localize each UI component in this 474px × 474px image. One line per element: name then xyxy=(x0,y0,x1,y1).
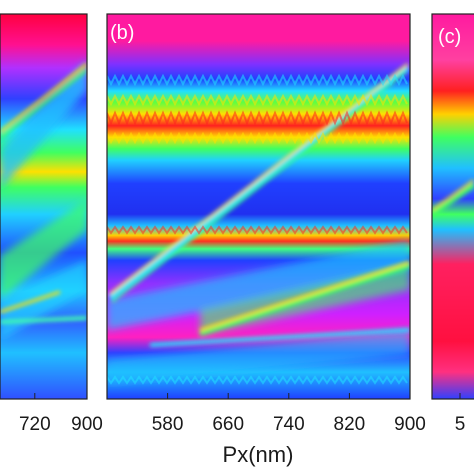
x-axis-title: Px(nm) xyxy=(223,442,294,467)
ripple-band xyxy=(107,225,408,235)
panel-c-label: (c) xyxy=(438,26,461,48)
ripple-band xyxy=(107,110,408,126)
x-tick-label: 660 xyxy=(212,414,244,435)
x-tick-label: 740 xyxy=(273,414,305,435)
panel-c-heatmap xyxy=(432,14,474,399)
panel-c: (c) 5 xyxy=(431,13,474,435)
panel-b-ticks: 580 660 740 820 900 xyxy=(152,393,426,435)
x-tick-label: 820 xyxy=(334,414,366,435)
panel-b-heatmap xyxy=(107,14,410,399)
panel-b: (b) 580 660 740 820 900 xyxy=(106,13,426,435)
ripple-band xyxy=(107,131,408,145)
x-tick-label: 900 xyxy=(71,414,103,435)
x-tick-label: 580 xyxy=(152,414,184,435)
panel-a-ticks: 720 900 xyxy=(19,393,103,435)
panel-b-ripple xyxy=(107,73,408,385)
panel-c-ticks: 5 xyxy=(455,393,466,435)
x-tick-label: 900 xyxy=(394,414,426,435)
ripple-band xyxy=(107,375,408,385)
panel-a-heatmap xyxy=(0,14,87,399)
x-tick-label: 720 xyxy=(19,414,51,435)
panel-b-label: (b) xyxy=(110,22,134,44)
ripple-band xyxy=(107,73,408,87)
panel-a: 720 900 xyxy=(0,13,103,435)
ripple-band xyxy=(107,93,408,107)
x-tick-label: 5 xyxy=(455,414,466,435)
